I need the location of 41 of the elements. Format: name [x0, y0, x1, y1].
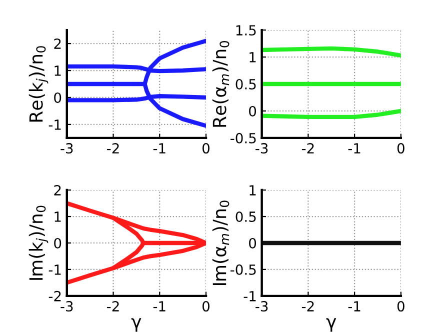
- y-tick-label: 0.5: [236, 211, 256, 222]
- x-tick-label: -2: [302, 143, 314, 154]
- x-tick-label: 0: [397, 301, 404, 312]
- y-tick-label: 1: [250, 52, 256, 62]
- y-tick-label: 0: [249, 106, 256, 116]
- x-tick-label: -2: [302, 301, 314, 312]
- y-axis-title: Re(k$_{j}$)/n$_{0}$: [28, 46, 48, 122]
- y-tick-label: -2: [48, 290, 61, 302]
- y-tick-label: 1.5: [236, 25, 256, 36]
- y-tick-label: 1: [54, 212, 61, 222]
- y-tick-label: -1: [48, 120, 61, 130]
- x-tick-label: -2: [107, 301, 119, 312]
- y-tick-label: -1: [244, 291, 256, 302]
- x-tick-label: 0: [397, 143, 404, 154]
- x-tick-label: 0: [202, 301, 210, 312]
- x-tick-label: -3: [256, 143, 268, 154]
- y-tick-label: 0.5: [236, 78, 256, 90]
- x-tick-label: -1: [153, 301, 166, 312]
- x-tick-label: -1: [153, 143, 166, 154]
- y-axis-title: Im(k$_{j}$)/n$_{0}$: [28, 206, 48, 280]
- y-tick-label: 0: [54, 238, 62, 248]
- y-tick-label: -0.5: [230, 132, 256, 144]
- y-axis-title: Re(α$_{m}$)/n$_{0}$: [212, 40, 230, 127]
- y-axis-title: Im(α$_{m}$)/n$_{0}$: [212, 200, 230, 285]
- y-tick-label: 2: [54, 185, 61, 196]
- y-tick-label: 0: [54, 92, 62, 103]
- x-axis-title: γ: [326, 318, 336, 332]
- x-axis-title: γ: [131, 318, 142, 332]
- y-tick-label: 2: [54, 38, 61, 49]
- x-tick-label: -3: [256, 301, 268, 312]
- y-tick-label: 1: [250, 185, 256, 196]
- x-tick-label: -3: [60, 143, 73, 154]
- y-tick-label: -1: [48, 264, 61, 275]
- y-tick-label: -0.5: [230, 264, 256, 275]
- x-tick-label: 0: [202, 143, 210, 154]
- y-tick-label: 1: [54, 66, 61, 76]
- x-tick-label: -1: [348, 143, 360, 154]
- y-tick-label: 0: [249, 238, 256, 248]
- x-tick-label: -2: [107, 143, 119, 154]
- x-tick-label: -1: [348, 301, 360, 312]
- x-tick-label: -3: [60, 301, 73, 312]
